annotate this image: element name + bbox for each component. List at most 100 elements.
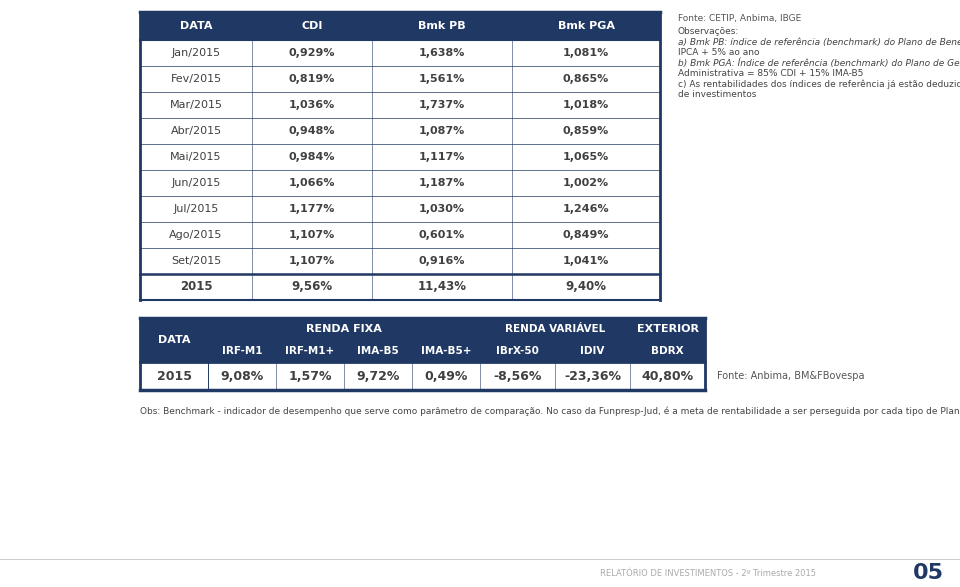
Text: 1,041%: 1,041% [563,256,610,266]
Text: 1,187%: 1,187% [419,178,466,188]
Text: Mar/2015: Mar/2015 [170,100,223,110]
Text: 0,859%: 0,859% [563,126,610,136]
Text: 05: 05 [913,563,944,583]
Bar [140,40,252,66]
Text: BDRX: BDRX [651,346,684,356]
Bar [412,340,480,362]
Bar [140,12,252,40]
Bar [140,144,252,170]
Bar [480,340,555,362]
Bar [372,12,512,40]
Text: Fonte: Anbima, BM&FBovespa: Fonte: Anbima, BM&FBovespa [717,371,865,381]
Bar [140,248,252,274]
Bar [372,170,512,196]
Text: 1,561%: 1,561% [419,74,466,84]
Text: 1,107%: 1,107% [289,230,335,240]
Bar [372,40,512,66]
Bar [252,248,372,274]
Text: DATA: DATA [180,21,212,31]
Bar [555,340,630,362]
Text: Obs: Benchmark - indicador de desempenho que serve como parâmetro de comparação.: Obs: Benchmark - indicador de desempenho… [140,406,960,416]
Text: Mai/2015: Mai/2015 [170,152,222,162]
Bar [252,274,372,300]
Bar [372,274,512,300]
Text: 1,066%: 1,066% [289,178,335,188]
Bar [252,66,372,92]
Bar [372,248,512,274]
Bar [480,318,630,340]
Bar [208,340,276,362]
Text: 1,081%: 1,081% [563,48,610,58]
Text: 0,929%: 0,929% [289,48,335,58]
Bar [372,222,512,248]
Text: 1,002%: 1,002% [563,178,609,188]
Text: Bmk PB: Bmk PB [419,21,466,31]
Text: 1,177%: 1,177% [289,204,335,214]
Text: Administrativa = 85% CDI + 15% IMA-B5: Administrativa = 85% CDI + 15% IMA-B5 [678,69,863,78]
Bar [252,196,372,222]
Bar [344,362,412,390]
Text: 1,030%: 1,030% [419,204,465,214]
Text: Ago/2015: Ago/2015 [169,230,223,240]
Bar [512,92,660,118]
Text: Bmk PGA: Bmk PGA [558,21,614,31]
Bar [512,40,660,66]
Text: 0,865%: 0,865% [563,74,610,84]
Text: 0,601%: 0,601% [419,230,466,240]
Bar [555,362,630,390]
Bar [512,66,660,92]
Text: 1,737%: 1,737% [419,100,466,110]
Text: IRF-M1: IRF-M1 [222,346,262,356]
Text: 1,036%: 1,036% [289,100,335,110]
Bar [276,340,344,362]
Text: Fev/2015: Fev/2015 [171,74,222,84]
Text: IPCA + 5% ao ano: IPCA + 5% ao ano [678,48,759,57]
Text: 9,40%: 9,40% [565,281,607,294]
Bar [140,196,252,222]
Text: 1,065%: 1,065% [563,152,610,162]
Bar [630,318,705,340]
Text: c) As rentabilidades dos índices de referência já estão deduzidas dos custos: c) As rentabilidades dos índices de refe… [678,79,960,89]
Text: Jun/2015: Jun/2015 [171,178,221,188]
Text: a) Bmk PB: índice de referência (benchmark) do Plano de Benefícios =: a) Bmk PB: índice de referência (benchma… [678,38,960,46]
Text: -8,56%: -8,56% [493,369,541,383]
Text: 0,984%: 0,984% [289,152,335,162]
Text: 1,57%: 1,57% [288,369,332,383]
Bar [512,144,660,170]
Text: 2015: 2015 [156,369,191,383]
Bar [372,66,512,92]
Bar [252,40,372,66]
Text: 1,107%: 1,107% [289,256,335,266]
Text: 0,849%: 0,849% [563,230,610,240]
Bar [512,118,660,144]
Bar [344,340,412,362]
Bar [140,222,252,248]
Bar [372,144,512,170]
Text: 1,638%: 1,638% [419,48,466,58]
Text: 1,246%: 1,246% [563,204,610,214]
Bar [208,318,480,340]
Text: 0,948%: 0,948% [289,126,335,136]
Text: 9,08%: 9,08% [221,369,264,383]
Bar [252,170,372,196]
Text: RENDA FIXA: RENDA FIXA [306,324,382,334]
Text: 0,819%: 0,819% [289,74,335,84]
Bar [512,12,660,40]
Bar [372,196,512,222]
Bar [412,362,480,390]
Bar [140,362,208,390]
Text: 2015: 2015 [180,281,212,294]
Text: Observações:: Observações: [678,27,739,36]
Text: IBrX-50: IBrX-50 [496,346,539,356]
Bar [276,362,344,390]
Bar [512,170,660,196]
Text: EXTERIOR: EXTERIOR [636,324,699,334]
Bar [512,196,660,222]
Text: 9,56%: 9,56% [292,281,332,294]
Text: 1,117%: 1,117% [419,152,466,162]
Bar [372,118,512,144]
Text: Set/2015: Set/2015 [171,256,221,266]
Text: 1,087%: 1,087% [419,126,466,136]
Text: b) Bmk PGA: Índice de referência (benchmark) do Plano de Gestão: b) Bmk PGA: Índice de referência (benchm… [678,59,960,68]
Text: IRF-M1+: IRF-M1+ [285,346,335,356]
